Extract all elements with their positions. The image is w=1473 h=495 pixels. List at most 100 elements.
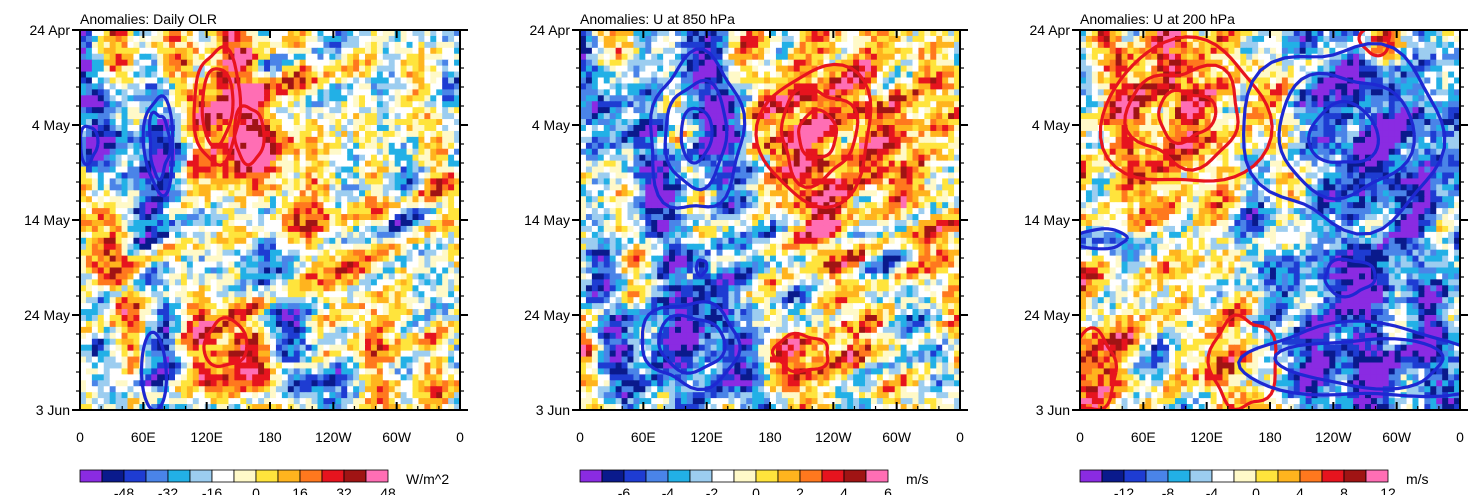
- colorbar-swatch: [1365, 469, 1389, 483]
- colorbar-label: -2: [706, 485, 719, 495]
- colorbar-swatch: [255, 469, 279, 483]
- heatmap-field: [580, 30, 960, 410]
- colorbar-swatch: [623, 469, 647, 483]
- colorbar-units: W/m^2: [406, 471, 449, 487]
- colorbar-label: 0: [252, 485, 260, 495]
- colorbar-swatch: [167, 469, 191, 483]
- positive-contour: [1123, 63, 1240, 172]
- x-tick-label: 60E: [131, 429, 156, 445]
- y-tick-label: 3 Jun: [36, 402, 70, 418]
- negative-contour: [657, 313, 727, 375]
- colorbar-swatch: [1211, 469, 1235, 483]
- colorbar-swatch: [1123, 469, 1147, 483]
- colorbar-swatch: [1321, 469, 1345, 483]
- colorbar-label: -48: [114, 485, 134, 495]
- colorbar-swatch: [645, 469, 669, 483]
- colorbar-swatch: [343, 469, 367, 483]
- colorbar-label: 2: [796, 485, 804, 495]
- panel-title: Anomalies: U at 200 hPa: [1080, 11, 1235, 27]
- colorbar-swatch: [211, 469, 235, 483]
- colorbar-label: -16: [202, 485, 222, 495]
- positive-contour: [192, 44, 243, 167]
- y-tick-label: 4 May: [532, 117, 570, 133]
- negative-contour: [1323, 257, 1377, 299]
- positive-contour: [796, 108, 839, 159]
- x-tick-label: 0: [1076, 429, 1084, 445]
- panel-3: Anomalies: U at 200 hPa 0 60E 120E 180 120W 60…: [1024, 11, 1468, 495]
- x-tick-label: 120W: [315, 429, 352, 445]
- positive-contour: [1357, 30, 1392, 58]
- negative-contour: [1273, 337, 1445, 391]
- colorbar-swatch: [299, 469, 323, 483]
- x-tick-label: 180: [258, 429, 282, 445]
- colorbar: -48 -32 -16 0 16 32 48 W/m^2: [79, 469, 449, 495]
- colorbar-swatch: [101, 469, 125, 483]
- negative-contour: [640, 300, 742, 391]
- colorbar-swatch: [799, 469, 823, 483]
- colorbar-swatch: [711, 469, 735, 483]
- positive-contour: [202, 316, 249, 368]
- colorbar-label: -4: [1206, 485, 1219, 495]
- contour-lines: [1080, 30, 1460, 410]
- positive-contour: [779, 85, 860, 189]
- colorbar-swatch: [1233, 469, 1257, 483]
- x-tick-label: 60E: [631, 429, 656, 445]
- colorbar-swatch: [755, 469, 779, 483]
- colorbar-swatch: [1079, 469, 1103, 483]
- colorbar: -12 -8 -4 0 4 8 12 m/s: [1079, 469, 1429, 495]
- positive-contour: [1206, 313, 1278, 410]
- positive-contour: [1157, 88, 1218, 146]
- y-tick-label: 14 May: [1024, 212, 1070, 228]
- colorbar-swatch: [189, 469, 213, 483]
- colorbar-swatch: [1255, 469, 1279, 483]
- x-tick-label: 120E: [690, 429, 723, 445]
- colorbar-swatch: [123, 469, 147, 483]
- positive-contour: [754, 62, 873, 210]
- y-tick-label: 14 May: [24, 212, 70, 228]
- negative-contour: [139, 330, 168, 410]
- positive-contour: [1098, 35, 1274, 183]
- colorbar-swatch: [277, 469, 301, 483]
- colorbar-swatch: [1167, 469, 1191, 483]
- positive-contour: [1080, 326, 1119, 410]
- colorbar-swatch: [365, 469, 389, 483]
- colorbar-label: -4: [662, 485, 675, 495]
- contour-lines: [640, 47, 873, 391]
- colorbar-swatch: [321, 469, 345, 483]
- colorbar-swatch: [1189, 469, 1213, 483]
- contour-lines: [80, 44, 266, 410]
- y-tick-label: 24 Apr: [30, 22, 71, 38]
- x-tick-label: 180: [1258, 429, 1282, 445]
- colorbar-label: 12: [1380, 485, 1396, 495]
- y-tick-label: 3 Jun: [1036, 402, 1070, 418]
- positive-contour: [770, 331, 830, 374]
- negative-contour: [648, 47, 747, 210]
- colorbar-swatch: [1277, 469, 1301, 483]
- colorbar-label: 8: [1340, 485, 1348, 495]
- x-tick-label: 0: [456, 429, 464, 445]
- colorbar-label: -12: [1114, 485, 1134, 495]
- colorbar-swatch: [1101, 469, 1125, 483]
- colorbar-swatch: [865, 469, 889, 483]
- y-tick-label: 3 Jun: [536, 402, 570, 418]
- colorbar-swatch: [1145, 469, 1169, 483]
- positive-contour: [232, 104, 266, 167]
- x-tick-label: 0: [76, 429, 84, 445]
- y-tick-label: 24 May: [524, 307, 570, 323]
- colorbar-units: m/s: [906, 471, 929, 487]
- colorbar-label: 4: [1296, 485, 1304, 495]
- colorbar-label: 32: [336, 485, 352, 495]
- colorbar-swatch: [145, 469, 169, 483]
- negative-contour: [1080, 227, 1129, 251]
- colorbar-swatch: [1299, 469, 1323, 483]
- colorbar-swatch: [1343, 469, 1367, 483]
- colorbar-swatch: [79, 469, 103, 483]
- x-tick-label: 120W: [1315, 429, 1352, 445]
- negative-contour: [663, 78, 729, 192]
- colorbar: -6 -4 -2 0 2 4 6 m/s: [579, 469, 929, 495]
- y-tick-label: 24 Apr: [1030, 22, 1071, 38]
- colorbar-swatch: [821, 469, 845, 483]
- colorbar-label: 48: [380, 485, 396, 495]
